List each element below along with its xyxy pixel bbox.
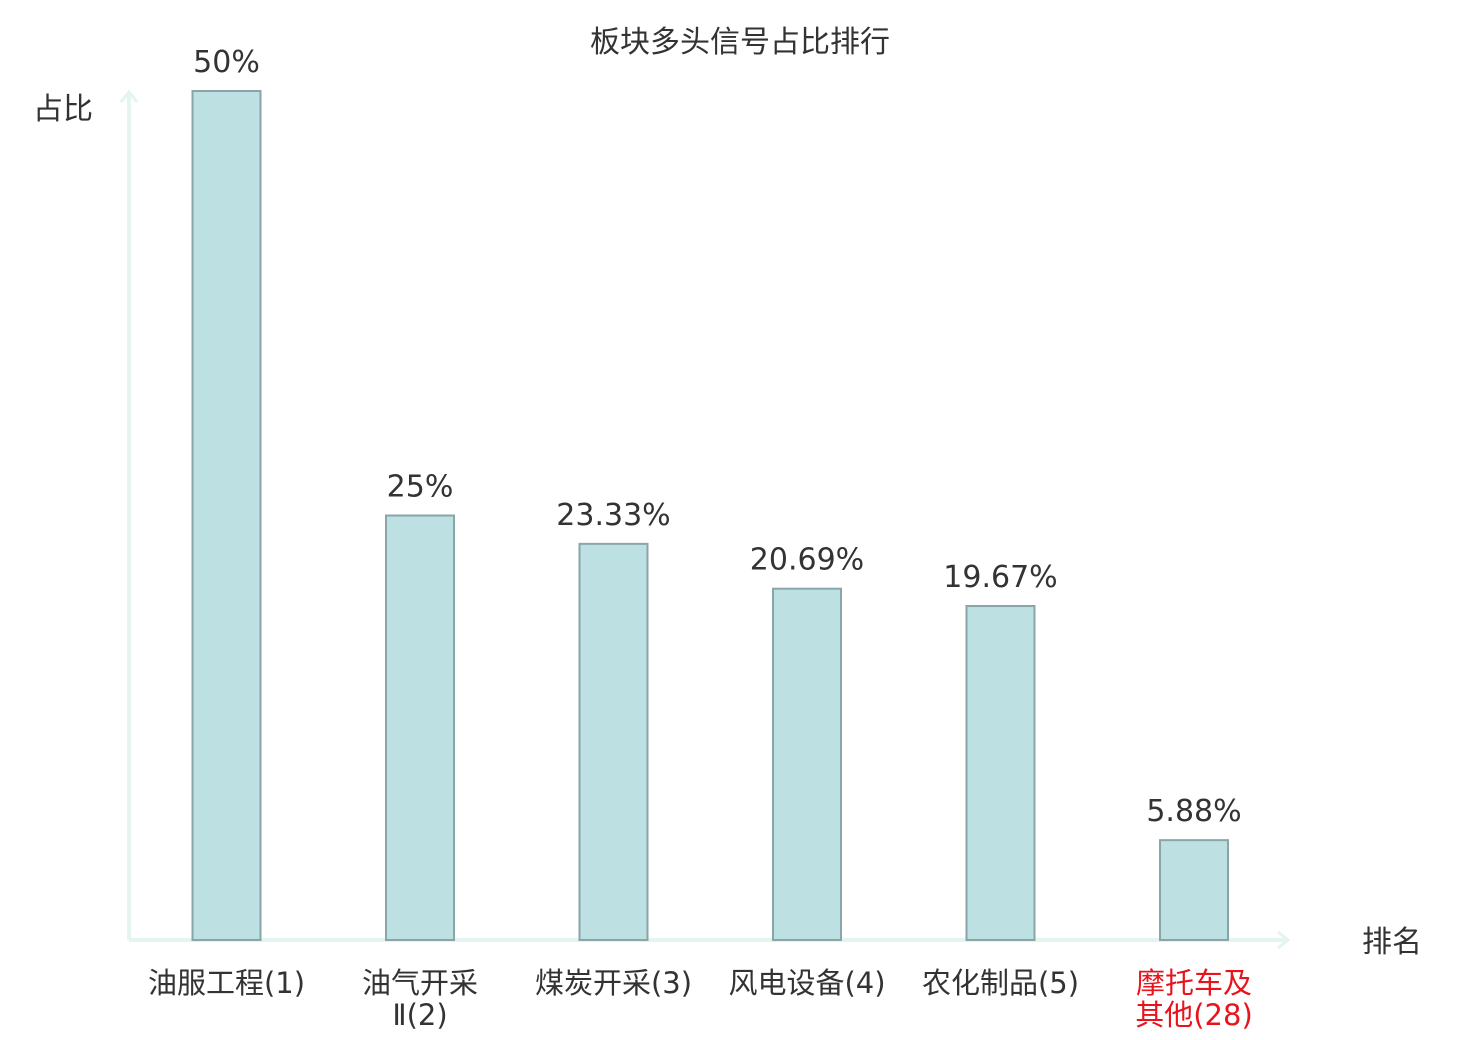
value-label-5: 19.67% <box>943 560 1057 595</box>
tick-label-line: 其他(28) <box>1135 998 1253 1032</box>
tick-label-line: Ⅱ(2) <box>392 998 447 1032</box>
tick-label-line: 煤炭开采(3) <box>535 966 692 1000</box>
y-axis-label: 占比 <box>33 92 93 127</box>
tick-label-2: 油气开采 Ⅱ(2) <box>362 966 478 1032</box>
tick-label-line: 油服工程(1) <box>148 966 305 1000</box>
x-axis-label: 排名 <box>1362 925 1422 960</box>
value-label-3: 23.33% <box>556 498 670 533</box>
tick-label-5: 农化制品(5) <box>922 966 1079 1000</box>
value-label-1: 50% <box>193 45 260 80</box>
value-label-4: 20.69% <box>750 543 864 578</box>
tick-label-4: 风电设备(4) <box>728 966 885 1000</box>
bar-5 <box>965 605 1036 942</box>
tick-label-line: 油气开采 <box>362 966 478 1000</box>
tick-label-3: 煤炭开采(3) <box>535 966 692 1000</box>
tick-label-line: 风电设备(4) <box>728 966 885 1000</box>
value-labels-group: 50% 25% 23.33% 20.69% 19.67% 5.88% <box>193 45 1242 829</box>
tick-label-1: 油服工程(1) <box>148 966 305 1000</box>
bar-6 <box>1159 839 1229 941</box>
chart-title: 板块多头信号占比排行 <box>590 25 890 60</box>
tick-label-6: 摩托车及其他(28) <box>1135 966 1253 1032</box>
tick-label-line: 农化制品(5) <box>922 966 1079 1000</box>
bar-3 <box>578 542 649 942</box>
value-label-2: 25% <box>387 470 454 505</box>
bar-4 <box>772 587 842 941</box>
tick-label-line: 摩托车及 <box>1136 966 1252 1000</box>
bars-group <box>191 90 1229 942</box>
tick-labels-group: 油服工程(1) 油气开采 Ⅱ(2) 煤炭开采(3) 风电设备(4) 农化制品(5) 摩托车及… <box>148 966 1253 1032</box>
bar-2 <box>385 514 455 941</box>
value-label-6: 5.88% <box>1146 794 1241 829</box>
bar-1 <box>191 90 262 941</box>
